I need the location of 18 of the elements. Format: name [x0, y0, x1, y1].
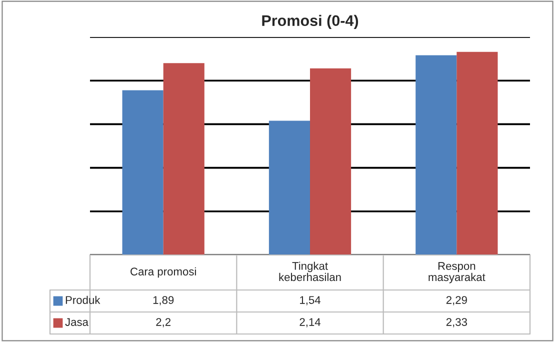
- data-label: 2,14: [300, 318, 320, 328]
- data-label: 2,2: [156, 318, 170, 328]
- data-label: 2,29: [446, 296, 467, 306]
- chart-title: Promosi (0-4): [262, 14, 358, 30]
- legend-label: Jasa: [65, 318, 88, 326]
- x-tick-label: Cara promosi: [130, 267, 196, 278]
- bar: [456, 52, 498, 255]
- x-tick-label: Respon masyarakat: [428, 262, 486, 284]
- x-tick-label: Tingkat keberhasilan: [279, 262, 341, 282]
- bar: [310, 68, 352, 255]
- data-label: 1,54: [300, 296, 320, 306]
- data-label: 1,89: [153, 296, 174, 306]
- bar: [268, 120, 310, 255]
- bar: [163, 63, 204, 255]
- bar: [416, 55, 457, 255]
- bar: [122, 90, 164, 255]
- legend-label: Produk: [66, 296, 100, 304]
- data-label: 2,33: [446, 318, 467, 328]
